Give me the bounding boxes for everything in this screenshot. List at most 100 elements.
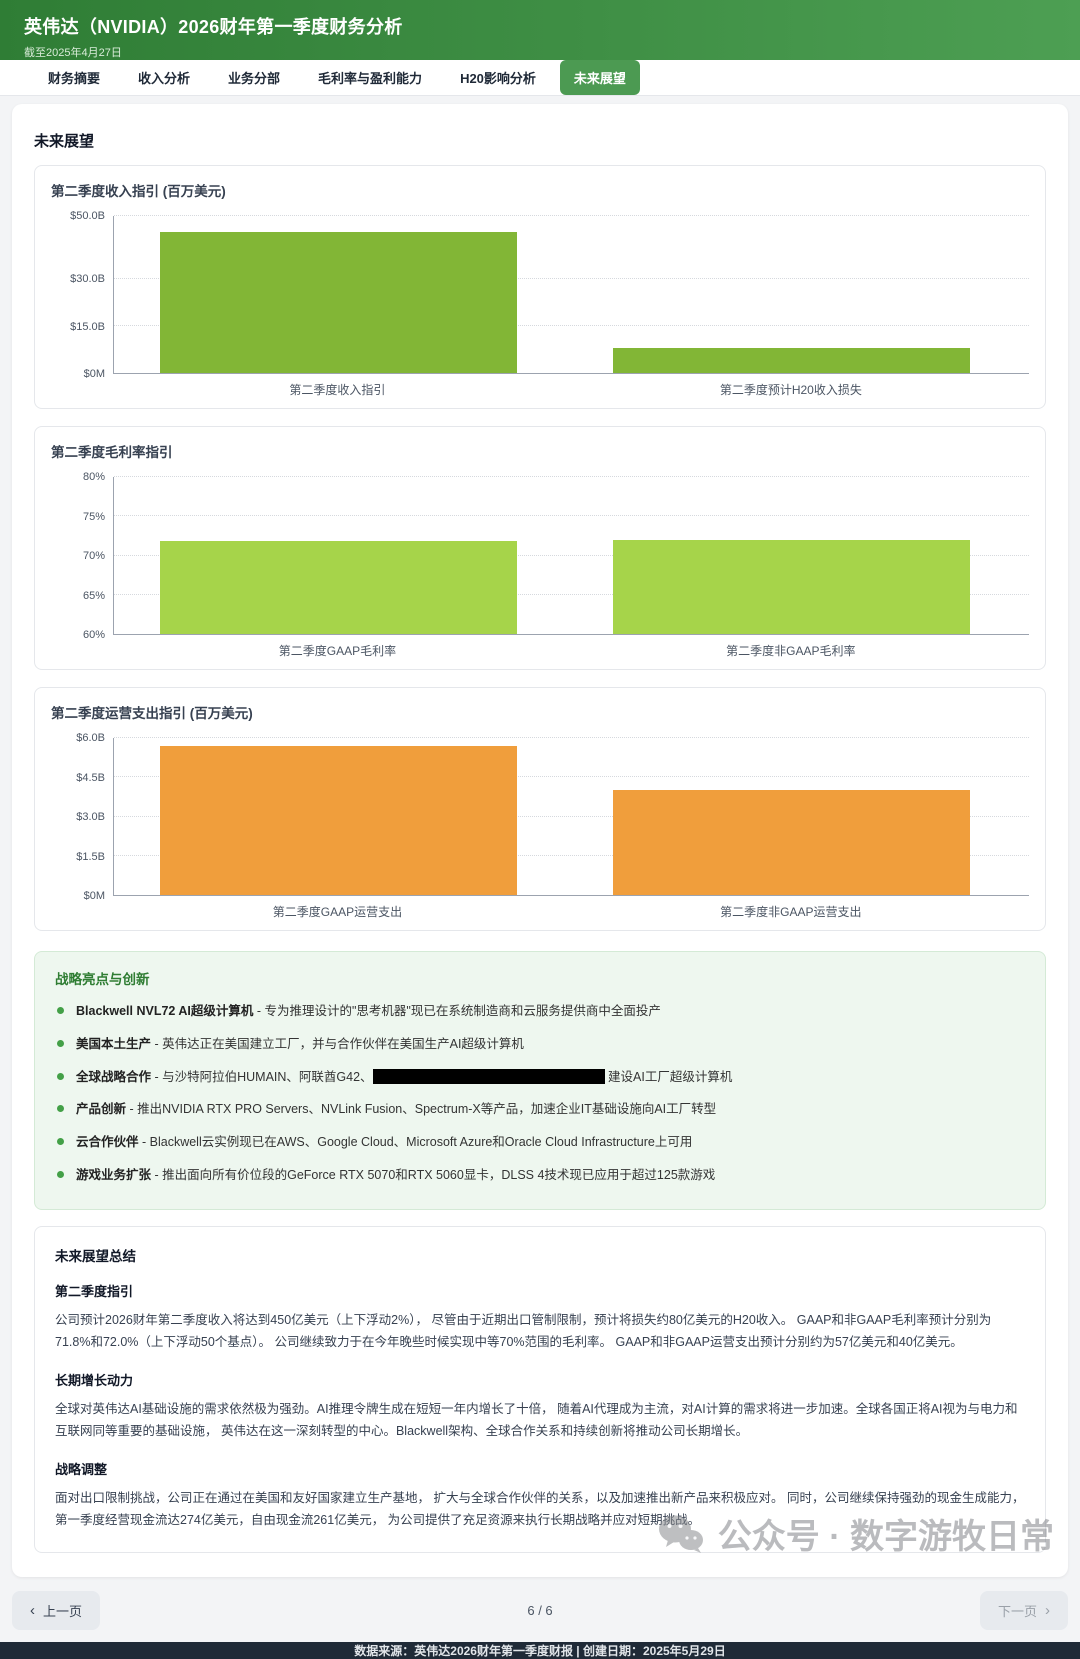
highlight-lead: 美国本土生产	[76, 1036, 152, 1051]
summary-subheading: 战略调整	[55, 1461, 108, 1477]
gridline	[114, 277, 1029, 279]
bullet-dot-icon	[57, 1072, 64, 1080]
y-tick-label: $50.0B	[70, 210, 105, 222]
highlights-list: Blackwell NVL72 AI超级计算机 - 专为推理设计的"思考机器"现…	[55, 1002, 1025, 1185]
summary-paragraph: 公司预计2026财年第二季度收入将达到450亿美元（上下浮动2%）， 尽管由于近…	[55, 1312, 992, 1350]
q2-opex-guidance-chart: 第二季度运营支出指引 (百万美元) $6.0B $4.5B $3.0B $1.5B $0…	[34, 687, 1046, 931]
gridline	[114, 476, 1029, 477]
y-tick-label: $30.0B	[70, 273, 105, 286]
y-tick-label: 80%	[82, 471, 105, 483]
bar-第二季度预计H20收入损失	[612, 347, 970, 373]
bar-第二季度非GAAP毛利率	[612, 539, 970, 634]
x-axis-labels: 第二季度GAAP毛利率 第二季度非GAAP毛利率	[113, 635, 1029, 658]
section-title: 未来展望	[34, 133, 95, 150]
summary-subheading: 第二季度指引	[55, 1283, 134, 1299]
bullet-dot-icon	[57, 1007, 64, 1014]
tab-h20-impact[interactable]: H20影响分析	[446, 60, 550, 95]
plot-area	[113, 737, 1029, 896]
tab-future-outlook[interactable]: 未来展望	[559, 60, 640, 95]
y-tick-label: $6.0B	[76, 732, 105, 744]
highlight-item: 云合作伙伴 - Blackwell云实例现已在AWS、Google Cloud、…	[55, 1133, 1025, 1152]
y-axis: 80% 75% 70% 65% 60%	[51, 471, 113, 641]
bullet-dot-icon	[57, 1138, 64, 1145]
gridline	[114, 215, 1029, 216]
x-axis-label: 第二季度收入指引	[289, 383, 386, 397]
page-indicator: 6 / 6	[527, 1602, 553, 1618]
summary-paragraph: 全球对英伟达AI基础设施的需求依然极为强劲。AI推理令牌生成在短短一年内增长了十…	[55, 1401, 1018, 1439]
gridline	[114, 737, 1029, 738]
highlight-lead: 游戏业务扩张	[76, 1167, 152, 1182]
highlight-item: 美国本土生产 - 英伟达正在美国建立工厂，并与合作伙伴在美国生产AI超级计算机	[55, 1035, 1025, 1054]
highlight-lead: 云合作伙伴	[76, 1135, 139, 1149]
x-axis-label: 第二季度预计H20收入损失	[719, 383, 862, 397]
y-tick-label: 65%	[82, 589, 105, 602]
highlight-text: 云合作伙伴 - Blackwell云实例现已在AWS、Google Cloud、…	[76, 1135, 693, 1149]
bar-第二季度GAAP运营支出	[159, 745, 517, 895]
plot-area	[113, 476, 1029, 635]
y-axis: $6.0B $4.5B $3.0B $1.5B $0M	[51, 732, 113, 902]
x-axis-label: 第二季度非GAAP运营支出	[720, 905, 862, 919]
q2-gross-margin-guidance-chart: 第二季度毛利率指引 80% 75% 70% 65% 60% 第二季度GAAP毛利率 第二季…	[34, 426, 1046, 670]
summary-subheading: 长期增长动力	[55, 1372, 134, 1388]
x-axis-label: 第二季度GAAP毛利率	[278, 644, 397, 658]
page-title: 英伟达（NVIDIA）2026财年第一季度财务分析	[24, 17, 403, 37]
y-tick-label: $15.0B	[70, 320, 105, 333]
x-axis-labels: 第二季度GAAP运营支出 第二季度非GAAP运营支出	[113, 896, 1029, 919]
gridline	[114, 776, 1029, 778]
highlight-item: 产品创新 - 推出NVIDIA RTX PRO Servers、NVLink F…	[55, 1100, 1025, 1119]
highlights-title: 战略亮点与创新	[55, 972, 150, 987]
pagination-bar: ‹ 上一页 6 / 6 下一页 ›	[0, 1577, 1080, 1642]
y-tick-label: $0M	[83, 890, 105, 902]
strategic-highlights-panel: 战略亮点与创新 Blackwell NVL72 AI超级计算机 - 专为推理设计…	[34, 951, 1046, 1210]
y-tick-label: 60%	[82, 629, 105, 641]
redacted-box	[372, 1068, 605, 1084]
highlight-text: 产品创新 - 推出NVIDIA RTX PRO Servers、NVLink F…	[76, 1102, 717, 1117]
bar-第二季度收入指引	[159, 231, 517, 373]
gridline	[114, 815, 1029, 817]
highlight-lead: Blackwell NVL72 AI超级计算机	[76, 1004, 254, 1018]
next-page-button[interactable]: 下一页 ›	[979, 1590, 1068, 1630]
highlight-text: 游戏业务扩张 - 推出面向所有价位段的GeForce RTX 5070和RTX …	[76, 1167, 716, 1182]
main-content-card: 未来展望 第二季度收入指引 (百万美元) $50.0B $30.0B $15.0B $…	[12, 104, 1068, 1577]
tab-business-segments[interactable]: 业务分部	[214, 60, 294, 95]
y-axis: $50.0B $30.0B $15.0B $0M	[51, 210, 113, 380]
y-tick-label: $4.5B	[76, 771, 105, 784]
chart-area: 80% 75% 70% 65% 60%	[51, 471, 1029, 641]
highlight-lead: 全球战略合作	[76, 1069, 152, 1084]
summary-paragraph: 面对出口限制挑战，公司正在通过在美国和友好国家建立生产基地， 扩大与全球合作伙伴…	[55, 1490, 1025, 1528]
x-axis-label: 第二季度GAAP运营支出	[272, 905, 403, 919]
bar-第二季度非GAAP运营支出	[612, 790, 970, 895]
tab-margin-profitability[interactable]: 毛利率与盈利能力	[304, 60, 436, 95]
bullet-dot-icon	[57, 1170, 64, 1178]
summary-sections: 第二季度指引公司预计2026财年第二季度收入将达到450亿美元（上下浮动2%），…	[55, 1281, 1025, 1532]
summary-title: 未来展望总结	[55, 1248, 136, 1264]
chart-title: 第二季度收入指引 (百万美元)	[51, 184, 226, 199]
tab-revenue-analysis[interactable]: 收入分析	[124, 60, 204, 95]
highlight-text: 全球战略合作 - 与沙特阿拉伯HUMAIN、阿联酋G42、 建设AI工厂超级计算…	[76, 1068, 733, 1084]
next-page-label: 下一页	[997, 1603, 1037, 1619]
tab-bar: 财务摘要 收入分析 业务分部 毛利率与盈利能力 H20影响分析 未来展望	[0, 60, 1080, 96]
highlight-item: Blackwell NVL72 AI超级计算机 - 专为推理设计的"思考机器"现…	[55, 1002, 1025, 1021]
gridline	[114, 324, 1029, 326]
gridline	[114, 593, 1029, 595]
y-tick-label: $0M	[83, 368, 105, 380]
chart-area: $50.0B $30.0B $15.0B $0M	[51, 210, 1029, 380]
y-tick-label: $3.0B	[76, 811, 105, 823]
highlight-item: 全球战略合作 - 与沙特阿拉伯HUMAIN、阿联酋G42、 建设AI工厂超级计算…	[55, 1068, 1025, 1087]
prev-page-button[interactable]: ‹ 上一页	[12, 1590, 101, 1630]
prev-page-label: 上一页	[43, 1603, 83, 1619]
x-axis-label: 第二季度非GAAP毛利率	[726, 644, 856, 658]
y-tick-label: 75%	[82, 510, 105, 523]
tab-financial-summary[interactable]: 财务摘要	[34, 60, 114, 95]
bar-第二季度GAAP毛利率	[159, 541, 517, 634]
chart-title: 第二季度运营支出指引 (百万美元)	[51, 706, 253, 721]
highlight-text: 美国本土生产 - 英伟达正在美国建立工厂，并与合作伙伴在美国生产AI超级计算机	[76, 1036, 524, 1051]
footer-bar: 数据来源：英伟达2026财年第一季度财报 | 创建日期：2025年5月29日	[0, 1641, 1080, 1659]
footer-text: 数据来源：英伟达2026财年第一季度财报 | 创建日期：2025年5月29日	[354, 1643, 726, 1658]
gridline	[114, 515, 1029, 517]
gridline	[114, 854, 1029, 856]
q2-revenue-guidance-chart: 第二季度收入指引 (百万美元) $50.0B $30.0B $15.0B $0M 第二…	[34, 165, 1046, 409]
chevron-left-icon: ‹	[30, 1601, 35, 1619]
bullet-dot-icon	[57, 1105, 64, 1113]
gridline	[114, 554, 1029, 556]
